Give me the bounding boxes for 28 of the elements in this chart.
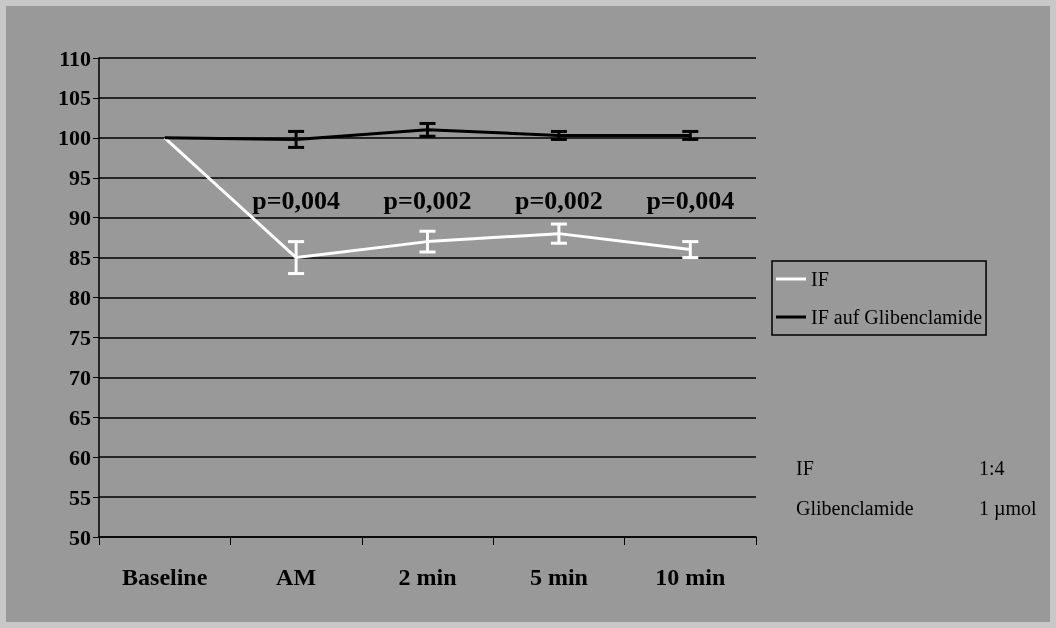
y-tick-label: 95 — [69, 165, 91, 191]
x-tick-label: AM — [276, 564, 317, 590]
text: IF — [796, 457, 814, 479]
legend-label: IF auf Glibenclamide — [811, 306, 983, 328]
y-tick-label: 100 — [58, 125, 91, 151]
annotation: p=0,004 — [646, 185, 735, 215]
y-tick-label: 75 — [69, 324, 91, 350]
x-tick-label: 2 min — [398, 564, 457, 590]
x-tick-label: 5 min — [529, 564, 588, 590]
y-tick-label: 70 — [69, 364, 91, 390]
text: Glibenclamide — [796, 497, 914, 519]
y-tick-label: 105 — [58, 85, 91, 111]
annotation: p=0,002 — [515, 185, 603, 215]
y-tick-label: 80 — [69, 285, 91, 310]
y-tick-label: 65 — [69, 404, 91, 430]
y-tick-label: 55 — [69, 484, 91, 510]
y-tick-label: 90 — [69, 205, 91, 231]
y-tick-label: 50 — [69, 524, 91, 550]
x-tick-label: 10 min — [655, 564, 726, 590]
text: 1 µmol — [979, 497, 1038, 520]
y-tick-label: 60 — [69, 444, 91, 470]
y-tick-label: 85 — [69, 245, 91, 271]
text: 1:4 — [979, 457, 1005, 479]
annotation: p=0,004 — [252, 185, 340, 215]
annotation: p=0,002 — [383, 185, 472, 215]
y-tick-label: 110 — [59, 45, 91, 71]
x-tick-label: Baseline — [122, 564, 208, 590]
legend-label: IF — [811, 268, 829, 290]
